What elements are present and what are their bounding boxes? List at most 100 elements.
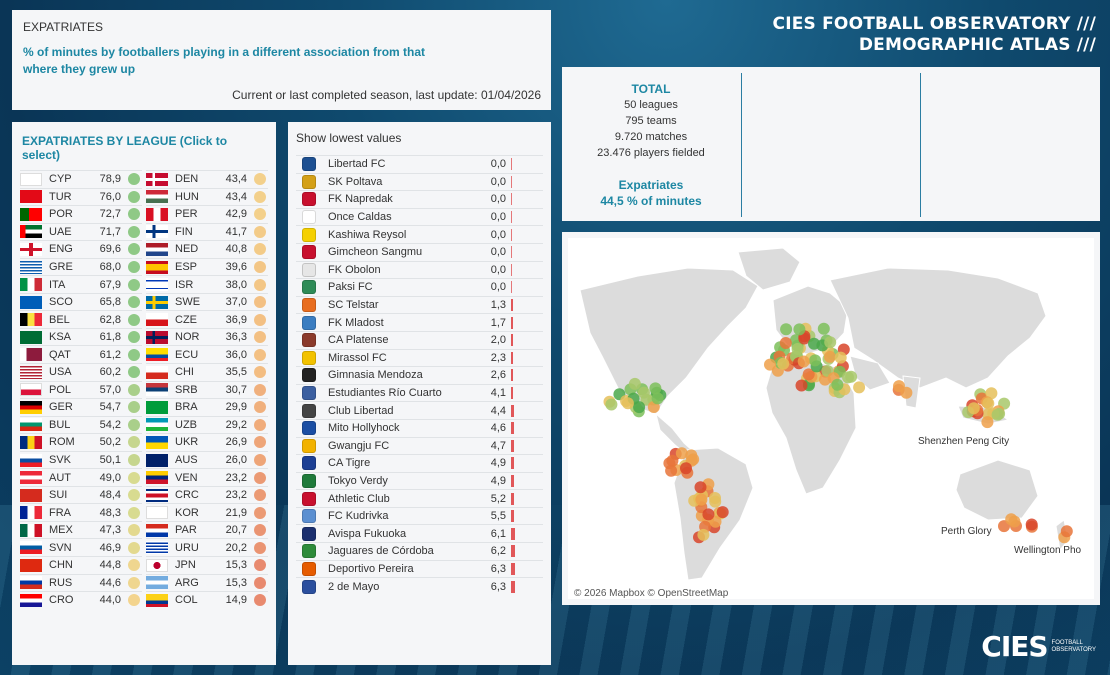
club-dot[interactable] (809, 354, 822, 367)
club-row[interactable]: Estudiantes Río Cuarto 4,1 (296, 383, 543, 402)
club-row[interactable]: Club Libertad 4,4 (296, 401, 543, 419)
league-row-col[interactable]: COL 14,9 (146, 591, 268, 609)
league-row-fin[interactable]: FIN 41,7 (146, 222, 268, 241)
club-row[interactable]: Paksi FC 0,0 (296, 278, 543, 296)
club-row[interactable]: Gwangju FC 4,7 (296, 436, 543, 455)
league-row-ger[interactable]: GER 54,7 (20, 398, 142, 416)
league-row-pol[interactable]: POL 57,0 (20, 380, 142, 399)
club-dot[interactable] (853, 381, 866, 394)
club-dot[interactable] (824, 350, 836, 363)
map-panel[interactable]: Shenzhen Peng City Perth Glory Wellingto… (562, 232, 1100, 605)
league-row-gre[interactable]: GRE 68,0 (20, 257, 142, 276)
league-row-ned[interactable]: NED 40,8 (146, 240, 268, 258)
league-row-fra[interactable]: FRA 48,3 (20, 503, 142, 521)
club-dot[interactable] (605, 398, 618, 411)
club-dot[interactable] (702, 508, 715, 521)
club-row[interactable]: CA Platense 2,0 (296, 330, 543, 349)
league-row-jpn[interactable]: JPN 15,3 (146, 556, 268, 574)
league-row-ukr[interactable]: UKR 26,9 (146, 433, 268, 451)
club-dot[interactable] (665, 464, 678, 477)
club-row[interactable]: FK Mladost 1,7 (296, 313, 543, 331)
club-row[interactable]: Gimcheon Sangmu 0,0 (296, 242, 543, 261)
club-dot[interactable] (675, 447, 688, 460)
club-dot[interactable] (779, 337, 792, 349)
club-row[interactable]: Avispa Fukuoka 6,1 (296, 524, 543, 542)
league-row-usa[interactable]: USA 60,2 (20, 363, 142, 381)
club-dot[interactable] (651, 392, 664, 405)
league-row-srb[interactable]: SRB 30,7 (146, 380, 268, 399)
league-row-chi[interactable]: CHI 35,5 (146, 363, 268, 381)
league-row-svk[interactable]: SVK 50,1 (20, 450, 142, 469)
club-dot[interactable] (649, 382, 662, 395)
club-dot[interactable] (793, 323, 806, 336)
club-dot[interactable] (985, 387, 998, 400)
league-row-rus[interactable]: RUS 44,6 (20, 573, 142, 592)
club-dot[interactable] (802, 368, 815, 381)
club-row[interactable]: FK Napredak 0,0 (296, 190, 543, 208)
club-row[interactable]: Libertad FC 0,0 (296, 155, 543, 173)
club-dot[interactable] (780, 323, 793, 336)
club-dot[interactable] (834, 351, 847, 364)
club-dot[interactable] (991, 408, 1004, 421)
league-row-chn[interactable]: CHN 44,8 (20, 556, 142, 574)
league-row-swe[interactable]: SWE 37,0 (146, 292, 268, 311)
club-dot[interactable] (893, 380, 905, 393)
club-dot[interactable] (797, 355, 810, 368)
club-dot[interactable] (716, 506, 729, 519)
club-dot[interactable] (795, 379, 808, 392)
league-row-rom[interactable]: ROM 50,2 (20, 433, 142, 451)
club-dot[interactable] (831, 378, 844, 391)
league-row-bul[interactable]: BUL 54,2 (20, 415, 142, 434)
league-row-isr[interactable]: ISR 38,0 (146, 275, 268, 293)
club-row[interactable]: Gimnasia Mendoza 2,6 (296, 366, 543, 384)
club-row[interactable]: Mito Hollyhock 4,6 (296, 418, 543, 437)
club-row[interactable]: SK Poltava 0,0 (296, 172, 543, 191)
club-row[interactable]: Tokyo Verdy 4,9 (296, 471, 543, 490)
club-dot[interactable] (842, 371, 854, 384)
league-row-per[interactable]: PER 42,9 (146, 205, 268, 223)
league-row-ven[interactable]: VEN 23,2 (146, 468, 268, 486)
league-row-ksa[interactable]: KSA 61,8 (20, 327, 142, 346)
club-dot[interactable] (791, 343, 804, 355)
league-row-ecu[interactable]: ECU 36,0 (146, 345, 268, 363)
club-dot[interactable] (824, 336, 837, 349)
club-row[interactable]: Once Caldas 0,0 (296, 207, 543, 226)
club-dot[interactable] (709, 495, 722, 508)
league-row-crc[interactable]: CRC 23,2 (146, 485, 268, 504)
league-row-svn[interactable]: SVN 46,9 (20, 538, 142, 556)
club-dot[interactable] (633, 401, 646, 414)
club-dot[interactable] (967, 402, 980, 415)
club-dot[interactable] (621, 397, 634, 410)
club-dot[interactable] (1060, 525, 1073, 538)
league-row-cro[interactable]: CRO 44,0 (20, 591, 142, 609)
club-dot[interactable] (808, 337, 820, 350)
league-row-arg[interactable]: ARG 15,3 (146, 573, 268, 592)
league-row-aus[interactable]: AUS 26,0 (146, 450, 268, 469)
club-dot[interactable] (981, 416, 994, 429)
club-row[interactable]: Kashiwa Reysol 0,0 (296, 225, 543, 243)
league-row-bel[interactable]: BEL 62,8 (20, 310, 142, 328)
league-row-sui[interactable]: SUI 48,4 (20, 485, 142, 504)
league-row-bra[interactable]: BRA 29,9 (146, 398, 268, 416)
club-dots[interactable] (603, 322, 1073, 544)
club-dot[interactable] (817, 322, 830, 335)
club-row[interactable]: Mirassol FC 2,3 (296, 348, 543, 367)
league-row-cze[interactable]: CZE 36,9 (146, 310, 268, 328)
club-row[interactable]: Jaguares de Córdoba 6,2 (296, 542, 543, 560)
league-row-mex[interactable]: MEX 47,3 (20, 520, 142, 539)
club-dot[interactable] (697, 528, 710, 541)
club-dot[interactable] (1005, 513, 1018, 526)
club-row[interactable]: 2 de Mayo 6,3 (296, 577, 543, 595)
league-row-eng[interactable]: ENG 69,6 (20, 240, 142, 258)
league-row-cyp[interactable]: CYP 78,9 (20, 170, 142, 188)
league-row-tur[interactable]: TUR 76,0 (20, 187, 142, 206)
club-row[interactable]: CA Tigre 4,9 (296, 454, 543, 472)
club-dot[interactable] (695, 493, 708, 506)
league-row-sco[interactable]: SCO 65,8 (20, 292, 142, 311)
league-row-kor[interactable]: KOR 21,9 (146, 503, 268, 521)
league-row-uae[interactable]: UAE 71,7 (20, 222, 142, 241)
league-row-hun[interactable]: HUN 43,4 (146, 187, 268, 206)
league-row-aut[interactable]: AUT 49,0 (20, 468, 142, 486)
club-dot[interactable] (666, 454, 679, 467)
club-dot[interactable] (637, 386, 650, 399)
